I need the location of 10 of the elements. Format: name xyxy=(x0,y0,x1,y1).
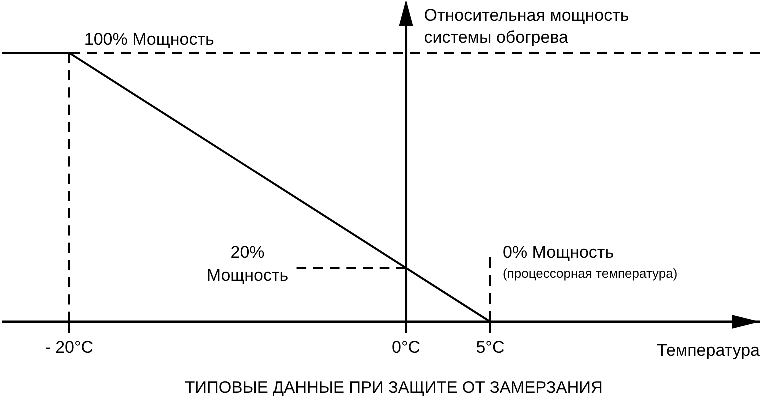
x-tick-label: 0°C xyxy=(392,338,421,358)
annotation: 0% Мощность xyxy=(503,243,614,262)
annotation: 100% Мощность xyxy=(84,30,215,50)
annotation: 20% Мощность xyxy=(206,243,289,286)
text: ТИПОВЫЕ ДАННЫЕ ПРИ ЗАЩИТЕ ОТ ЗАМЕРЗАНИЯ xyxy=(185,379,603,397)
x-tick-label: - 20°C xyxy=(45,338,94,358)
x-axis-title: Температура xyxy=(657,341,761,360)
y-axis-title: Относительная мощность системы обогрева xyxy=(424,6,630,47)
annotation: (процессорная температура) xyxy=(503,266,678,281)
x-tick-label: 5°C xyxy=(476,338,505,358)
